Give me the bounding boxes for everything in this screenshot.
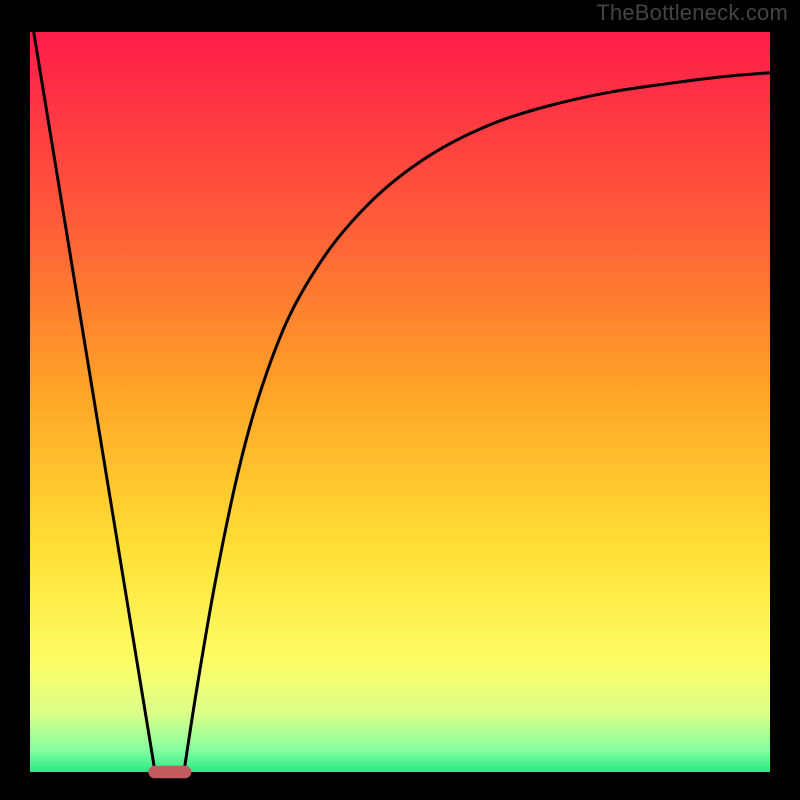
dip-marker [148, 766, 191, 779]
curve-right [184, 73, 770, 772]
curve-left-leg [34, 32, 155, 772]
watermark-text: TheBottleneck.com [596, 0, 788, 26]
chart-svg [30, 32, 770, 772]
